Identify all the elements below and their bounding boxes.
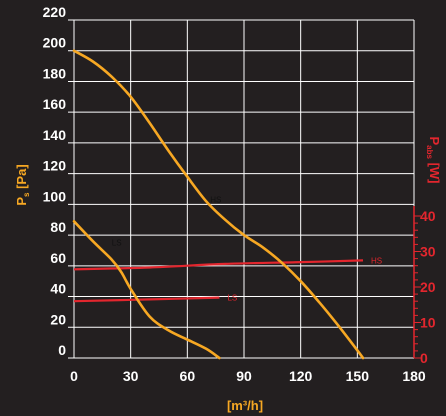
y-tick-label: 220 [43, 4, 67, 20]
x-tick-label: 180 [402, 368, 426, 384]
series-labels: HS LS HS LS [112, 195, 382, 302]
pressure-curve-label: LS [112, 238, 122, 247]
y2-tick-label: 0 [420, 350, 428, 366]
y-axis-title-sub: s [22, 192, 31, 197]
y-tick-label: 140 [43, 127, 67, 143]
y2-tick-label: 10 [420, 315, 436, 331]
y-tick-label: 60 [50, 250, 66, 266]
power-curve-ls [73, 296, 220, 303]
power-curve-hs [73, 259, 364, 271]
y2-tick-label: 40 [420, 208, 436, 224]
x-tick-label: 0 [70, 368, 78, 384]
y-axis-title: Ps [Pa] [14, 164, 31, 205]
curves [72, 49, 365, 360]
power-curve-label: HS [371, 256, 382, 265]
grid [68, 19, 421, 359]
pressure-curve-hs [72, 49, 365, 360]
pressure-curve-label: HS [210, 195, 221, 204]
y-tick-label: 200 [43, 35, 67, 51]
y-tick-label: 80 [50, 219, 66, 235]
y-tick-label: 120 [43, 158, 67, 174]
y-tick-label: 100 [43, 188, 67, 204]
y-axis-title-main: P [14, 197, 29, 206]
y-tick-label: 40 [50, 281, 66, 297]
y-tick-label: 20 [50, 311, 66, 327]
x-axis-title: [m³/h] [227, 398, 263, 413]
x-tick-label: 60 [180, 368, 196, 384]
power-curve-label: LS [227, 294, 237, 303]
y-tick-label: 0 [58, 342, 66, 358]
y2-tick-label: 20 [420, 279, 436, 295]
y2-axis-title-sub: abs [425, 145, 434, 159]
y2-axis-title-unit: [W] [427, 159, 442, 184]
x-tick-label: 120 [289, 368, 313, 384]
x-tick-label: 30 [123, 368, 139, 384]
y2-axis-title-main: P [427, 136, 442, 145]
y2-axis-title: Pabs [W] [425, 136, 442, 183]
y-tick-label: 160 [43, 96, 67, 112]
y2-tick-label: 30 [420, 244, 436, 260]
x-tick-label: 90 [236, 368, 252, 384]
pressure-curve-ls [72, 220, 221, 360]
y-axis-title-unit: [Pa] [14, 164, 29, 192]
x-tick-label: 150 [346, 368, 370, 384]
tick-labels: 0 30 60 90 120 150 180020406080100120140160180… [43, 4, 436, 384]
y-tick-label: 180 [43, 65, 67, 81]
